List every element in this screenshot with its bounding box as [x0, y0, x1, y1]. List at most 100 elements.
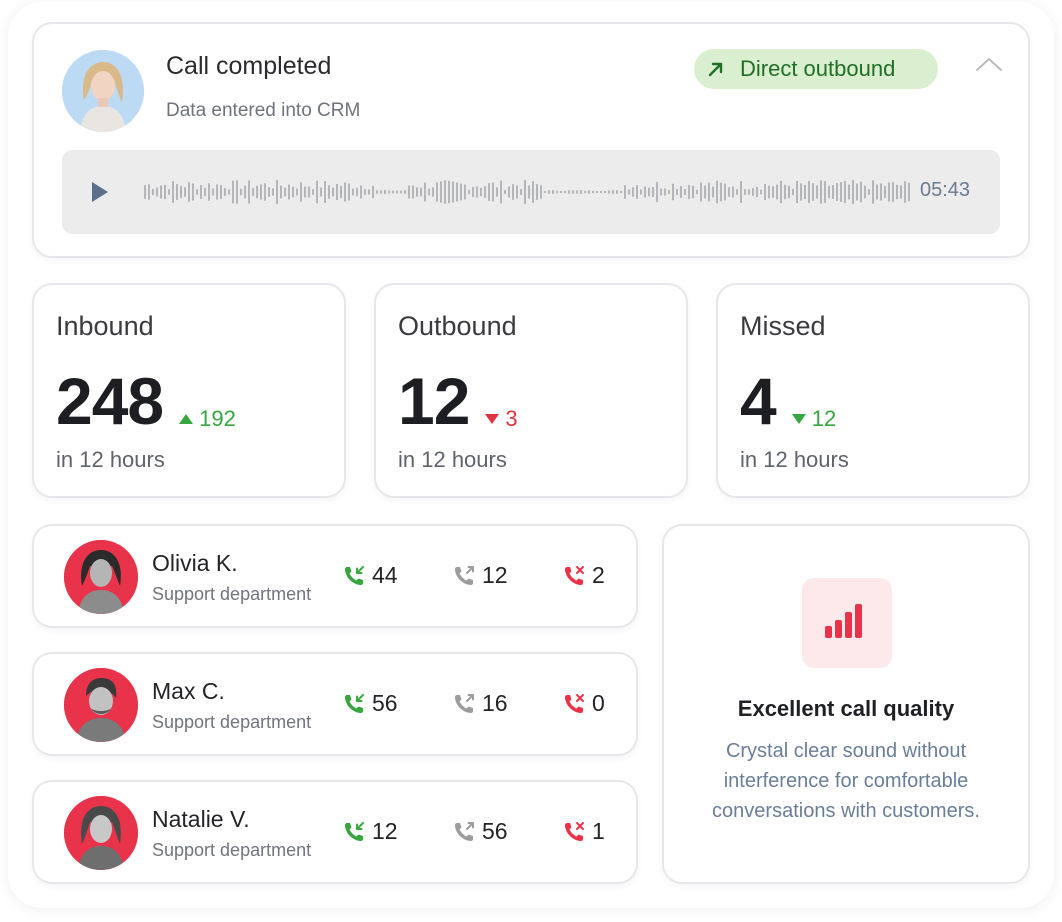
agent-name: Max C.	[152, 678, 225, 704]
outbound-count: 56	[452, 818, 508, 845]
phone-missed-icon	[565, 565, 584, 585]
outbound-count: 12	[452, 562, 508, 589]
agent-row-natalie[interactable]: Natalie V. Support department 12 56 1	[32, 780, 638, 884]
stat-delta: 192	[179, 406, 236, 432]
waveform-bar	[568, 190, 570, 194]
waveform-bar	[796, 181, 798, 203]
stat-value: 12	[398, 364, 470, 438]
waveform-bar	[376, 190, 378, 194]
waveform-bar	[856, 183, 858, 201]
stat-card-outbound: Outbound 12 3 in 12 hours	[374, 283, 688, 498]
agent-name: Natalie V.	[152, 806, 250, 832]
waveform-bar	[612, 190, 614, 194]
waveform-bar	[212, 188, 214, 196]
waveform-bar	[676, 189, 678, 195]
waveform-bar	[724, 183, 726, 201]
waveform-bar	[308, 186, 310, 198]
waveform-bar	[576, 190, 578, 194]
waveform-bar	[788, 185, 790, 199]
waveform-bar	[444, 180, 446, 204]
waveform-bar	[164, 184, 166, 200]
waveform-bar	[184, 187, 186, 197]
waveform-bar	[696, 189, 698, 195]
waveform-bar	[896, 184, 898, 200]
agent-row-max[interactable]: Max C. Support department 56 16 0	[32, 652, 638, 756]
stat-period: in 12 hours	[398, 447, 507, 472]
stat-card-missed: Missed 4 12 in 12 hours	[716, 283, 1030, 498]
waveform-bar	[492, 182, 494, 202]
waveform-bar	[332, 187, 334, 197]
waveform-bar	[880, 183, 882, 201]
waveform-bar	[884, 186, 886, 198]
waveform-bar	[228, 189, 230, 195]
phone-incoming-icon	[345, 693, 364, 713]
audio-waveform[interactable]	[144, 176, 912, 208]
waveform-bar	[660, 188, 662, 196]
waveform-bar	[488, 183, 490, 201]
waveform-bar	[588, 190, 590, 194]
phone-incoming-icon	[345, 821, 364, 841]
waveform-bar	[592, 190, 594, 194]
waveform-bar	[648, 187, 650, 197]
agent-row-olivia[interactable]: Olivia K. Support department 44 12 2	[32, 524, 638, 628]
waveform-bar	[636, 185, 638, 199]
waveform-bar	[208, 183, 210, 201]
waveform-bar	[824, 181, 826, 203]
waveform-bar	[320, 187, 322, 197]
waveform-bar	[596, 190, 598, 194]
play-icon[interactable]	[90, 180, 110, 204]
waveform-bar	[272, 188, 274, 196]
waveform-bar	[792, 188, 794, 196]
waveform-bar	[148, 184, 150, 200]
agent-department: Support department	[152, 584, 312, 604]
waveform-bar	[776, 184, 778, 200]
waveform-bar	[460, 183, 462, 201]
waveform-bar	[264, 183, 266, 201]
phone-incoming-icon	[345, 565, 364, 585]
waveform-bar	[276, 180, 278, 204]
waveform-bar	[368, 189, 370, 195]
waveform-bar	[236, 180, 238, 204]
waveform-bar	[216, 184, 218, 200]
outbound-value: 56	[482, 818, 508, 844]
waveform-bar	[440, 181, 442, 203]
waveform-bar	[300, 182, 302, 202]
waveform-bar	[616, 190, 618, 194]
waveform-bar	[540, 185, 542, 199]
waveform-bar	[352, 188, 354, 196]
stat-label: Inbound	[56, 311, 154, 341]
chevron-up-icon[interactable]	[974, 54, 1004, 74]
outbound-value: 12	[482, 562, 508, 588]
waveform-bar	[860, 181, 862, 203]
waveform-bar	[468, 189, 470, 195]
waveform-bar	[448, 180, 450, 204]
waveform-bar	[836, 182, 838, 202]
missed-value: 1	[592, 818, 605, 844]
inbound-value: 12	[372, 818, 398, 844]
waveform-bar	[520, 189, 522, 195]
waveform-bar	[412, 185, 414, 199]
phone-outgoing-icon	[455, 565, 474, 585]
waveform-bar	[312, 189, 314, 195]
waveform-bar	[496, 187, 498, 197]
waveform-bar	[428, 188, 430, 196]
waveform-bar	[196, 189, 198, 195]
quality-description: Crystal clear sound without interference…	[712, 740, 980, 822]
waveform-bar	[248, 180, 250, 204]
waveform-bar	[328, 185, 330, 199]
waveform-bar	[652, 187, 654, 197]
agent-avatar	[64, 540, 138, 614]
waveform-bar	[800, 183, 802, 201]
waveform-bar	[152, 188, 154, 196]
phone-missed-icon	[565, 693, 584, 713]
stat-delta: 12	[791, 406, 836, 432]
missed-count: 2	[562, 562, 605, 589]
waveform-bar	[244, 185, 246, 199]
waveform-bar	[608, 190, 610, 194]
waveform-bar	[768, 185, 770, 199]
waveform-bar	[456, 182, 458, 202]
waveform-bar	[268, 187, 270, 197]
waveform-bar	[544, 190, 546, 194]
waveform-bar	[720, 182, 722, 202]
inbound-value: 56	[372, 690, 398, 716]
